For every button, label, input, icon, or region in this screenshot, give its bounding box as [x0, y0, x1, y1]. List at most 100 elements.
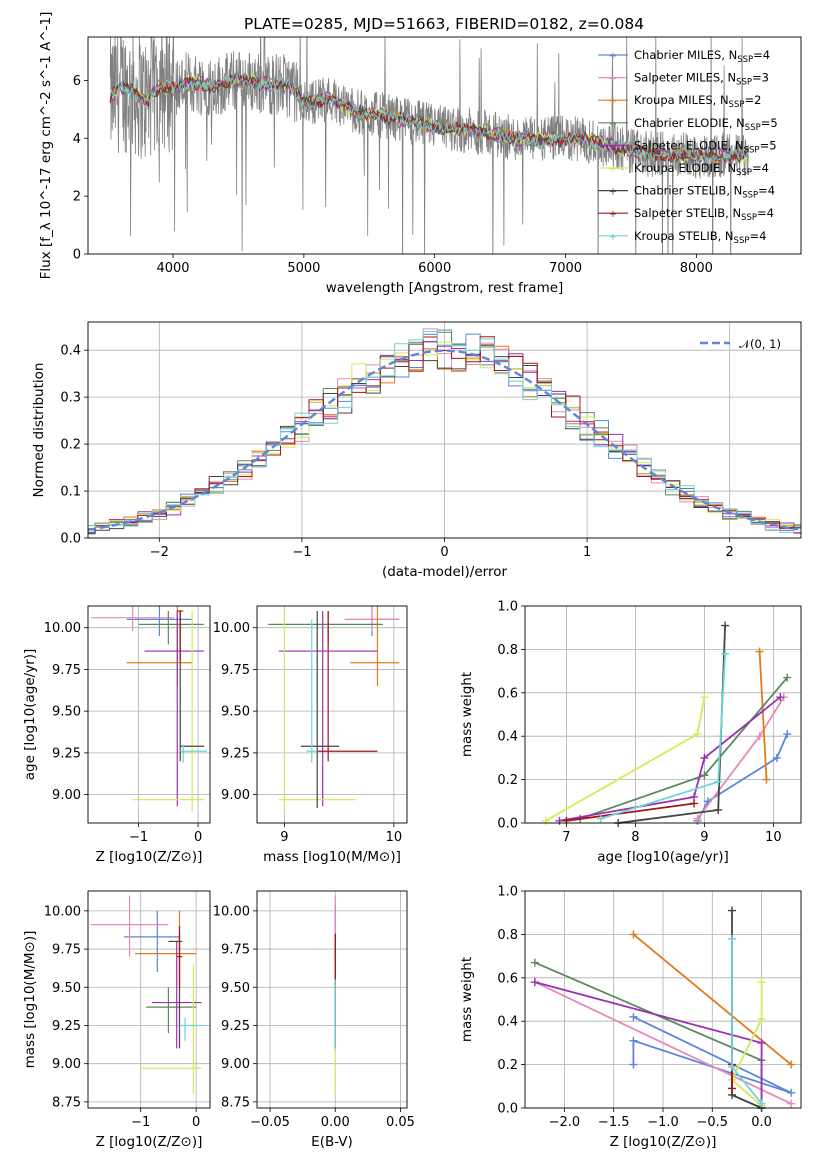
weight-marker: [757, 1038, 766, 1047]
x-tick-label: 0: [192, 1115, 200, 1130]
residuals-frame: [87, 321, 802, 539]
weight-marker: [783, 730, 792, 739]
weight-marker: [562, 816, 571, 825]
x-tick-label: 8: [631, 830, 639, 845]
weight-vs-Z-xlabel: Z [log10(Z/Z⊙)]: [610, 1134, 717, 1150]
spectrum-axes: 4000 5000 6000 7000 8000 0 2 4 6: [73, 74, 713, 276]
weight-line: [758, 651, 768, 780]
weight-marker: [700, 771, 709, 780]
legend-marker: +: [609, 232, 617, 243]
mass-vs-Z-xlabel: Z [log10(Z/Z⊙)]: [96, 1134, 203, 1150]
y-tick-label: 0.0: [60, 532, 81, 547]
x-tick-label: 1: [583, 545, 591, 560]
weight-marker: [757, 1015, 766, 1024]
legend-label: Salpeter ELODIE, NSSP=5: [634, 138, 777, 155]
normal-curve: [88, 349, 799, 531]
y-tick-label: 8.75: [221, 1095, 250, 1110]
age-vs-Z-plot: [90, 606, 208, 812]
legend-label: Chabrier STELIB, NSSP=4: [634, 184, 775, 201]
residuals-xlabel: (data-model)/error: [382, 564, 508, 580]
y-tick-label: 0.8: [497, 643, 518, 658]
y-tick-label: 9.75: [52, 943, 81, 958]
mass-vs-Z-axes: −1 0 8.75 9.00 9.25 9.50 9.75 10.00: [44, 891, 210, 1130]
age-vs-mass-frame: [256, 605, 408, 824]
model-line: [109, 73, 750, 163]
age-vs-Z-frame: [87, 605, 211, 824]
y-tick-label: 9.50: [221, 705, 250, 720]
weight-line: [566, 802, 695, 822]
weight-line: [617, 625, 726, 824]
weight-vs-age-axes: 7 8 9 10 0.0 0.2 0.4 0.6 0.8 1.0: [497, 600, 801, 845]
legend-marker: +: [609, 119, 617, 130]
x-tick-label: −1.5: [598, 1115, 630, 1130]
legend-label: Salpeter MILES, NSSP=3: [634, 71, 769, 88]
x-tick-label: 9: [280, 830, 288, 845]
weight-line: [696, 696, 785, 820]
figure-title: PLATE=0285, MJD=51663, FIBERID=0182, z=0…: [244, 15, 644, 33]
weight-marker: [755, 732, 764, 741]
y-tick-label: 6: [73, 74, 81, 89]
weight-marker: [787, 1099, 796, 1108]
y-tick-label: 0.0: [497, 1102, 518, 1117]
weight-marker: [700, 753, 709, 762]
weight-marker: [530, 978, 539, 987]
weight-marker: [693, 730, 702, 739]
y-tick-label: 0.6: [497, 686, 518, 701]
y-tick-label: 9.75: [52, 663, 81, 678]
legend-label: Kroupa STELIB, NSSP=4: [634, 229, 766, 246]
legend-marker: +: [609, 141, 617, 152]
y-tick-label: 9.75: [221, 943, 250, 958]
y-tick-label: 9.00: [52, 1057, 81, 1072]
weight-marker: [787, 1088, 796, 1097]
spectrum-frame: [87, 36, 802, 255]
residuals-axes: −2 −1 0 1 2 0.0 0.1 0.2 0.3 0.4: [60, 322, 801, 560]
x-tick-label: −0.5: [696, 1115, 728, 1130]
age-vs-Z-axes: −1 0 9.00 9.25 9.50 9.75 10.00: [44, 606, 210, 845]
y-tick-label: 9.00: [52, 788, 81, 803]
legend-marker: +: [609, 74, 617, 85]
legend-marker: +: [609, 187, 617, 198]
age-vs-mass-plot: [267, 606, 400, 812]
y-tick-label: 10.00: [213, 621, 250, 636]
weight-marker: [757, 1099, 766, 1108]
y-tick-label: 0.4: [60, 344, 81, 359]
weight-marker: [629, 1012, 638, 1021]
x-tick-label: 0: [440, 545, 448, 560]
y-tick-label: 0.0: [497, 817, 518, 832]
x-tick-label: −2.0: [549, 1115, 581, 1130]
weight-marker: [728, 1062, 736, 1071]
mass-vs-EBV-xlabel: E(B-V): [311, 1134, 353, 1150]
y-tick-label: 10.00: [213, 904, 250, 919]
x-tick-label: 8000: [680, 261, 713, 276]
mass-vs-Z-ylabel: mass [log10(M/M⊙)]: [22, 931, 38, 1069]
x-tick-label: 0.05: [386, 1115, 415, 1130]
x-tick-label: 4000: [156, 261, 189, 276]
x-tick-label: −2: [150, 545, 169, 560]
weight-marker: [555, 816, 564, 825]
y-tick-label: 0.3: [60, 391, 81, 406]
weight-vs-age-plot: [541, 621, 792, 827]
y-tick-label: 9.25: [52, 746, 81, 761]
weight-line: [534, 981, 792, 1105]
weight-marker: [721, 649, 730, 658]
residuals-legend: 𝒩(0, 1): [700, 337, 781, 351]
spectrum-ylabel: Flux [f_λ 10^-17 erg cm^-2 s^-1 A^-1]: [38, 12, 54, 280]
weight-vs-Z-plot: [530, 906, 796, 1112]
weight-marker: [700, 693, 709, 702]
legend-marker: +: [609, 96, 617, 107]
x-tick-label: 0: [194, 830, 202, 845]
weight-marker: [721, 621, 730, 630]
weight-marker: [728, 934, 736, 943]
x-tick-label: −1: [292, 545, 311, 560]
weight-marker: [693, 814, 702, 823]
age-vs-Z-xlabel: Z [log10(Z/Z⊙)]: [96, 849, 203, 865]
legend-marker: +: [609, 209, 617, 220]
weight-marker: [596, 814, 605, 823]
x-tick-label: 10: [386, 830, 403, 845]
y-tick-label: 0.6: [497, 971, 518, 986]
x-tick-label: −0.05: [250, 1115, 290, 1130]
legend-label: Kroupa ELODIE, NSSP=4: [634, 161, 769, 178]
y-tick-label: 9.25: [221, 1019, 250, 1034]
age-vs-Z-ylabel: age [log10(age/yr)]: [22, 649, 38, 781]
